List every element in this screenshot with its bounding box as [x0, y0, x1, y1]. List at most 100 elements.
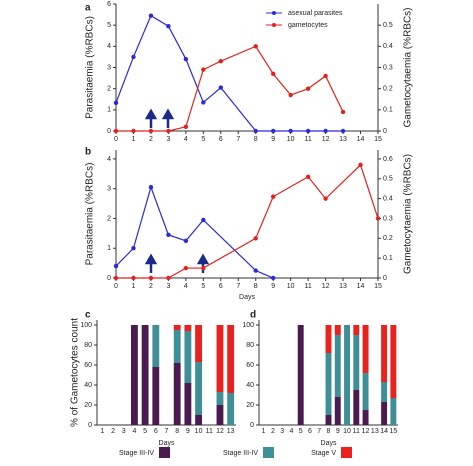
point [201, 67, 206, 72]
bar-segment [334, 325, 341, 335]
bar-segment [381, 402, 388, 425]
x-tick-label: 4 [289, 428, 293, 435]
point [323, 196, 328, 201]
bar-segment [325, 415, 332, 425]
point [183, 265, 189, 271]
point [201, 100, 206, 105]
y2-tick-label: 0.4 [383, 43, 393, 50]
bar-segment [195, 362, 202, 415]
legend-marker [272, 11, 276, 15]
x-tick-label: 14 [357, 136, 365, 143]
point [288, 92, 293, 98]
bar-segment [362, 325, 369, 373]
y2-tick-label: 0 [383, 275, 387, 282]
x-tick-label: 3 [166, 283, 170, 290]
x-tick-label: 0 [114, 283, 118, 290]
y-tick-label: 40 [246, 382, 254, 389]
x-tick-label: 3 [122, 428, 126, 435]
series-line [116, 163, 379, 279]
point [113, 263, 119, 269]
bar-segment [334, 335, 341, 397]
point [253, 236, 258, 241]
x-tick-label: 13 [227, 428, 235, 435]
y-axis-label: Parasitaemia (%RBCs) [85, 163, 96, 266]
point [131, 275, 136, 281]
point [271, 71, 276, 77]
bar-segment [141, 325, 149, 425]
bar-segment [216, 325, 224, 392]
point [183, 238, 189, 243]
x-tick-label: 7 [236, 283, 240, 290]
x-tick-label: 1 [262, 428, 266, 435]
y2-tick-label: 0.1 [383, 255, 393, 262]
y-tick-label: 3 [107, 64, 111, 71]
point [271, 128, 276, 134]
point [253, 128, 258, 134]
x-tick-label: 5 [201, 136, 205, 143]
point [113, 128, 119, 134]
point [218, 85, 223, 90]
bar-segment [216, 392, 224, 405]
bar-segment [152, 367, 160, 425]
panel-label: b [85, 147, 91, 158]
y-tick-label: 3 [107, 186, 111, 193]
point [166, 128, 171, 134]
bar-segment [353, 325, 360, 335]
point [201, 265, 206, 271]
bar-segment [362, 410, 369, 425]
x-tick-label: 13 [371, 428, 379, 435]
y-tick-label: 4 [107, 43, 111, 50]
y-tick-label: 0 [250, 422, 254, 429]
point [305, 128, 311, 134]
bar-segment [325, 325, 332, 353]
y-axis-label: Parasitaemia (%RBCs) [85, 16, 96, 119]
y2-tick-label: 0.1 [383, 107, 393, 114]
bar-segment [195, 415, 202, 425]
x-tick-label: 9 [271, 283, 275, 290]
bar-segment [195, 325, 202, 362]
legend-label: Stage III-IV [223, 450, 258, 457]
x-tick-label: 11 [353, 428, 360, 435]
point [358, 162, 363, 168]
point [148, 13, 154, 18]
legend-label: gametocytes [288, 22, 328, 29]
x-tick-label: 12 [216, 428, 224, 435]
x-tick-label: 8 [254, 283, 258, 290]
point [323, 128, 328, 134]
bar-segment [152, 325, 160, 367]
x-tick-label: 7 [236, 136, 240, 143]
x-tick-label: 14 [380, 428, 388, 435]
point [305, 174, 311, 179]
point [323, 73, 328, 79]
x-tick-label: 2 [271, 428, 275, 435]
x-tick-label: 15 [374, 283, 382, 290]
x-tick-label: 4 [184, 283, 188, 290]
series-line [115, 185, 274, 279]
y-tick-label: 2 [107, 86, 111, 93]
y2-axis-label: Gametocytaemia (%RBCs) [403, 7, 414, 127]
y-tick-label: 20 [246, 402, 254, 409]
point [166, 275, 171, 281]
panel-label: a [85, 3, 91, 14]
y-tick-label: 100 [80, 322, 92, 329]
x-tick-label: 14 [357, 283, 365, 290]
point [166, 232, 171, 238]
x-tick-label: 0 [114, 136, 118, 143]
y-tick-label: 0 [88, 422, 92, 429]
y-axis-label: % of Gametocytes count [70, 318, 81, 427]
x-tick-label: 2 [149, 136, 153, 143]
x-tick-label: 1 [100, 428, 104, 435]
y-tick-label: 60 [246, 362, 254, 369]
x-tick-label: 2 [111, 428, 115, 435]
point [131, 128, 136, 134]
x-tick-label: 9 [336, 428, 340, 435]
panel-label: c [85, 310, 91, 321]
point [131, 246, 136, 251]
bar-segment [353, 390, 360, 425]
x-tick-label: 13 [339, 283, 347, 290]
point [288, 128, 293, 134]
x-tick-label: 11 [206, 428, 213, 435]
point [148, 185, 154, 190]
y2-tick-label: 0.4 [383, 195, 393, 202]
y2-tick-label: 0.2 [383, 86, 393, 93]
